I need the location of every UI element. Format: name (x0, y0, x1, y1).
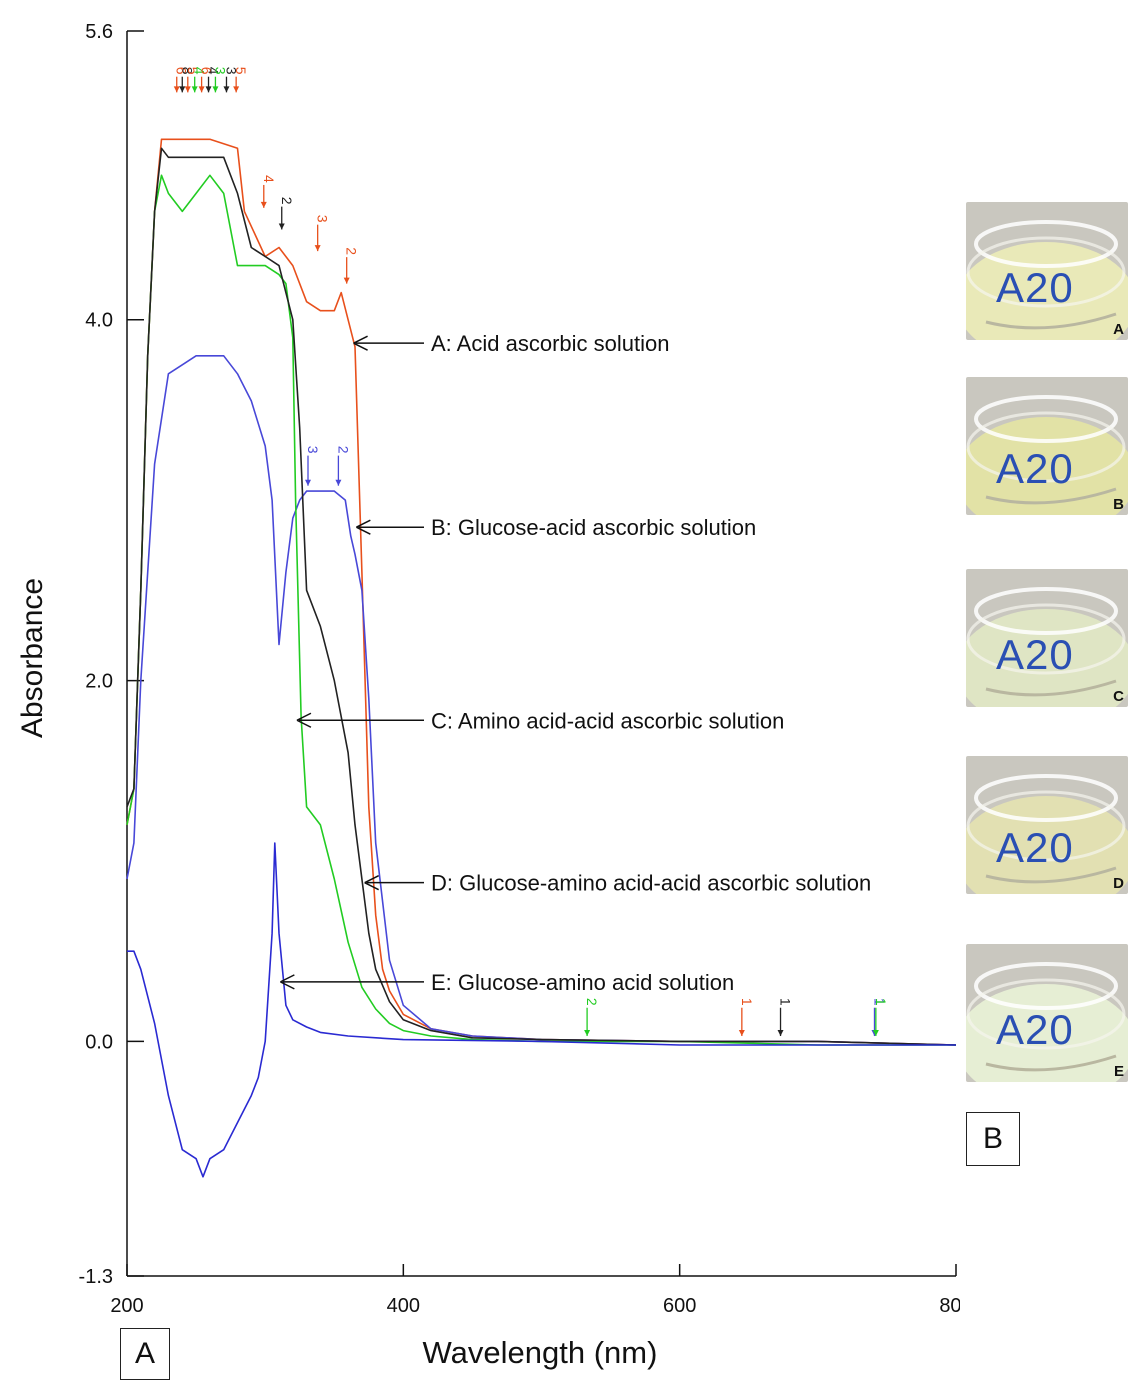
peak-marker-arrow (777, 1030, 784, 1037)
vial-photo-letter: D (1113, 875, 1124, 892)
chart-series (126, 138, 957, 1178)
peak-marker-label: 2 (344, 247, 360, 255)
peak-marker-arrow (179, 86, 186, 93)
peak-marker-arrow (872, 1030, 879, 1037)
peak-marker-label: 6 (199, 67, 215, 75)
vial-photo-c: A20 C (966, 569, 1128, 707)
peak-marker-label: 2 (584, 998, 600, 1006)
vial-image (966, 202, 1128, 340)
peak-marker-label: 4 (261, 175, 277, 183)
annotation-label-b: B: Glucose-acid ascorbic solution (431, 515, 756, 540)
peak-marker-arrow (198, 86, 205, 93)
peak-marker-label: 1 (871, 998, 887, 1006)
series-line-a (126, 138, 957, 1046)
series-line-e (127, 842, 956, 1178)
peak-marker-label: 3 (315, 215, 331, 223)
vial-image (966, 569, 1128, 707)
peak-marker-label: 2 (279, 197, 295, 205)
x-axis-label: Wavelength (nm) (423, 1335, 658, 1370)
annotation-label-c: C: Amino acid-acid ascorbic solution (431, 708, 784, 733)
peak-marker-label: 1 (873, 998, 889, 1006)
peak-marker-label: 3 (223, 67, 239, 75)
peak-marker-arrow (184, 86, 191, 93)
peak-marker-arrow (335, 479, 342, 486)
vial-photo-e: A20 E (966, 944, 1128, 1082)
annotation-label-e: E: Glucose-amino acid solution (431, 970, 734, 995)
vial-label-text: A20 (996, 824, 1074, 871)
vial-photo-d: A20 D (966, 756, 1128, 894)
panel-label-b: B (966, 1112, 1020, 1166)
vial-photo-a: A20 A (966, 202, 1128, 340)
x-tick-label: 400 (387, 1295, 420, 1317)
peak-marker-label: 3 (212, 67, 228, 75)
vial-label-text: A20 (996, 631, 1074, 678)
peak-marker-label: 8 (179, 67, 195, 75)
peak-marker-arrow (278, 223, 285, 230)
x-tick-label: 200 (110, 1295, 143, 1317)
peak-marker-arrow (260, 201, 267, 208)
panel-label-a: A (120, 1328, 170, 1380)
peak-marker-arrow (343, 277, 350, 284)
vial-label-text: A20 (996, 1006, 1074, 1053)
vial-label-text: A20 (996, 445, 1074, 492)
y-tick-label: 4.0 (85, 310, 113, 332)
annotation-label-d: D: Glucose-amino acid-acid ascorbic solu… (431, 871, 871, 896)
peak-marker-arrow (304, 479, 311, 486)
peak-marker-arrow (173, 86, 180, 93)
peak-marker-arrow (738, 1030, 745, 1037)
peak-marker-label: 1 (739, 998, 755, 1006)
peak-marker-label: 4 (192, 67, 208, 75)
annotations: A: Acid ascorbic solution B: Glucose-acid… (280, 331, 871, 995)
vial-photo-b: A20 B (966, 377, 1128, 515)
annotation-arrow-head (364, 874, 379, 891)
series-line-d (126, 147, 957, 1046)
peak-marker-arrow (212, 86, 219, 93)
x-tick-label: 600 (663, 1295, 696, 1317)
vial-image (966, 377, 1128, 515)
annotation-arrow-head (356, 519, 371, 535)
vial-photo-letter: B (1113, 496, 1124, 513)
peak-marker-arrow (233, 86, 240, 93)
y-tick-label: -1.3 (79, 1266, 113, 1288)
peak-marker-label: 6 (174, 67, 190, 75)
y-tick-label: 0.0 (85, 1031, 113, 1053)
peak-marker-arrow (584, 1030, 591, 1037)
peak-marker-label: 3 (305, 446, 321, 454)
series-line-c (126, 174, 956, 1046)
annotation-label-a: A: Acid ascorbic solution (431, 331, 669, 356)
peak-marker-label: 4 (206, 67, 222, 75)
vial-image (966, 756, 1128, 894)
peak-marker-label: 5 (185, 67, 201, 75)
vial-label-text: A20 (996, 264, 1074, 311)
peak-marker-label: 5 (233, 67, 249, 75)
annotation-arrow-head (296, 712, 312, 728)
peak-marker-arrow (314, 245, 321, 252)
peak-marker-arrow (205, 86, 212, 93)
series-line-b (126, 354, 957, 1046)
peak-marker-label: 1 (778, 998, 794, 1006)
vial-photo-letter: C (1113, 688, 1124, 705)
absorbance-chart: -1.30.02.04.05.6200400600800 68546433542… (16, 21, 960, 1370)
peak-marker-arrow (191, 86, 198, 93)
x-tick-label: 800 (939, 1295, 960, 1317)
chart-axes: -1.3 0.0 2.0 4.0 5.6 200 400 600 800 (79, 21, 960, 1317)
vial-photo-letter: A (1113, 321, 1124, 338)
y-axis-label: Absorbance (16, 578, 49, 738)
vial-photo-letter: E (1113, 1063, 1124, 1080)
y-tick-label: 2.0 (85, 671, 113, 693)
peak-marker-arrow (223, 86, 230, 93)
annotation-arrow-head (353, 335, 368, 351)
annotation-arrow-head (280, 974, 295, 990)
y-tick-label: 5.6 (85, 21, 113, 43)
vial-image (966, 944, 1128, 1082)
peak-marker-label: 2 (335, 446, 351, 454)
